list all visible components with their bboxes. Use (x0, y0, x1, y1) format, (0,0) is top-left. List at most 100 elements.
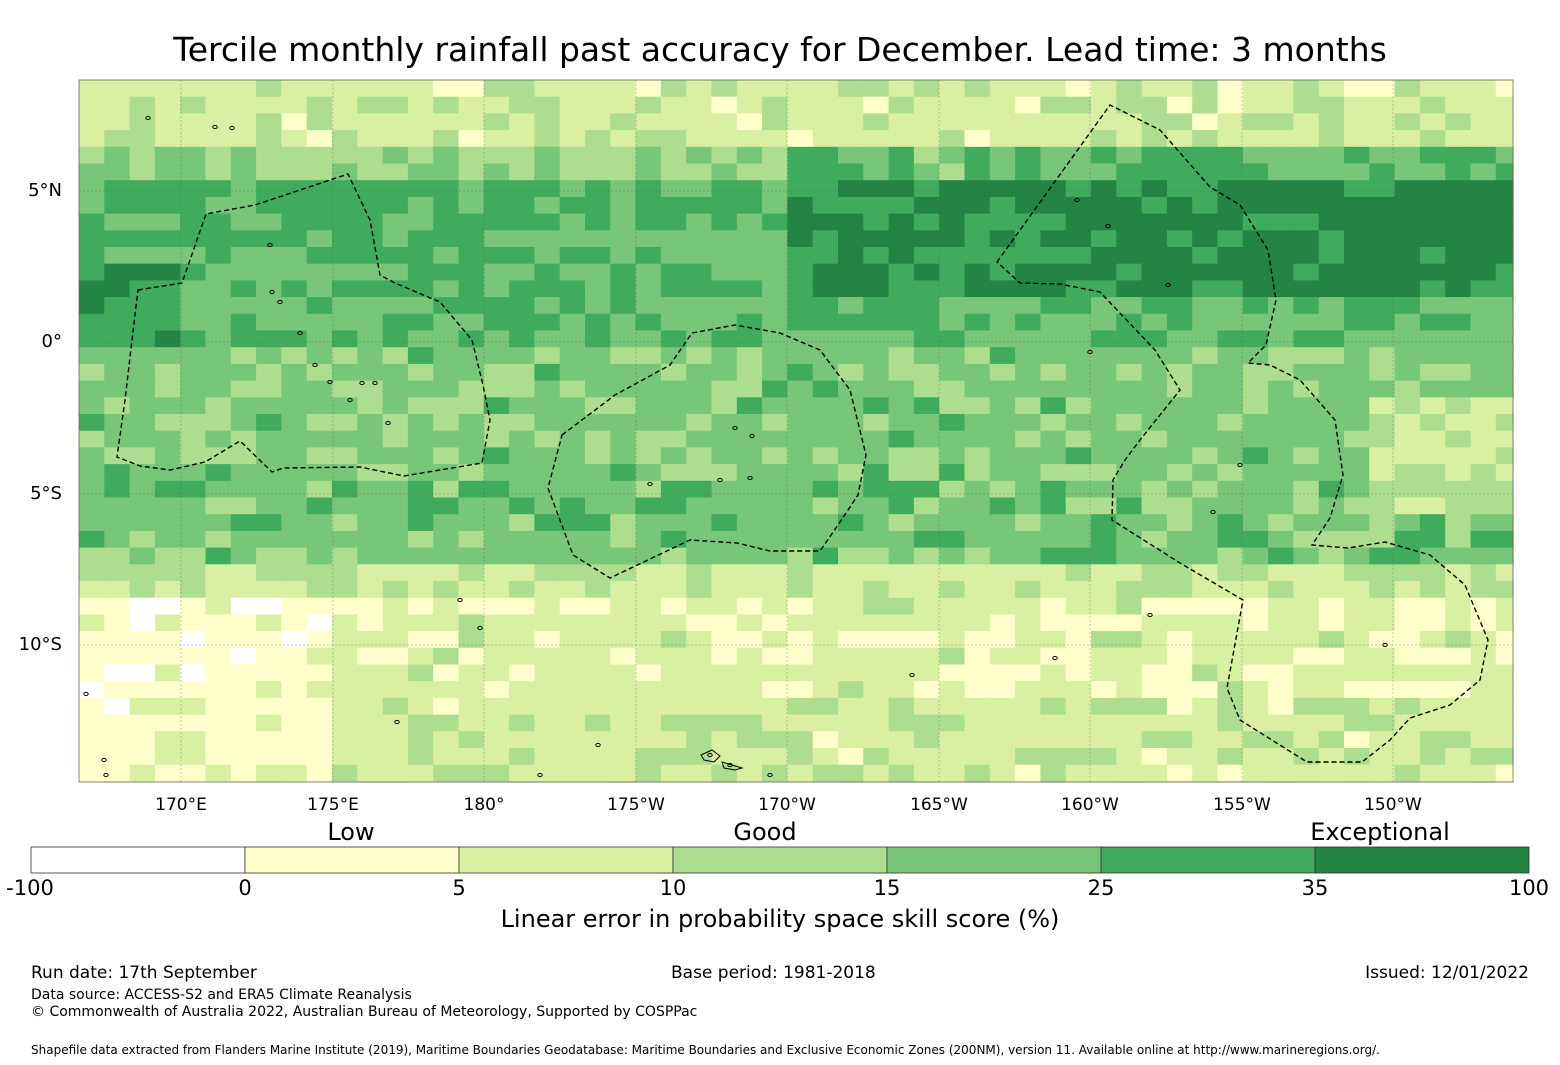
grid-cell (1217, 414, 1244, 432)
grid-cell (357, 731, 384, 749)
grid-cell (1268, 163, 1294, 181)
grid-cell (888, 96, 915, 114)
grid-cell (711, 196, 738, 215)
grid-cell (736, 163, 763, 181)
grid-cell (1091, 764, 1117, 782)
grid-cell (1217, 514, 1244, 532)
grid-cell (964, 748, 991, 766)
grid-cell (281, 748, 308, 766)
grid-cell (1192, 196, 1219, 215)
grid-cell (1268, 581, 1294, 599)
grid-cell (509, 530, 535, 549)
grid-cell (1369, 430, 1396, 448)
grid-cell (382, 130, 409, 148)
grid-cell (534, 430, 561, 448)
grid-cell (306, 363, 333, 382)
grid-cell (812, 581, 839, 599)
grid-cell (1015, 330, 1041, 348)
grid-cell (1344, 447, 1370, 465)
colorbar-tick: 5 (452, 876, 466, 900)
grid-cell (812, 480, 839, 499)
grid-cell (939, 347, 966, 365)
grid-cell (1293, 180, 1320, 198)
grid-cell (458, 380, 485, 398)
grid-cell (610, 313, 637, 332)
grid-cell (382, 397, 409, 415)
grid-cell (964, 263, 991, 281)
grid-cell (559, 597, 586, 615)
grid-cell (1141, 247, 1168, 265)
grid-cell (736, 247, 763, 265)
grid-cell (1091, 714, 1117, 732)
grid-cell (762, 497, 788, 515)
grid-cell (838, 297, 864, 315)
grid-cell (1116, 480, 1143, 499)
grid-cell (180, 647, 207, 666)
grid-cell (610, 196, 637, 215)
grid-cell (762, 230, 788, 248)
grid-cell (1192, 564, 1219, 582)
grid-cell (964, 313, 991, 332)
grid-cell (332, 647, 358, 666)
grid-cell (1394, 280, 1421, 298)
grid-cell (863, 313, 890, 332)
grid-cell (838, 130, 864, 148)
grid-cell (382, 297, 409, 315)
grid-cell (230, 180, 257, 198)
grid-cell (1166, 130, 1193, 148)
grid-cell (154, 714, 181, 732)
grid-cell (1445, 764, 1472, 782)
grid-cell (382, 280, 409, 298)
grid-cell (585, 196, 611, 215)
grid-cell (635, 447, 662, 465)
grid-cell (1116, 330, 1143, 348)
grid-cell (863, 514, 890, 532)
grid-cell (1192, 748, 1219, 766)
grid-cell (635, 80, 662, 98)
grid-cell (407, 113, 434, 131)
lon-label-175w: 175°W (607, 795, 665, 815)
grid-cell (256, 397, 282, 415)
grid-cell (913, 631, 940, 649)
grid-cell (736, 380, 763, 398)
grid-cell (1242, 113, 1269, 131)
grid-cell (79, 464, 105, 482)
grid-cell (913, 497, 940, 515)
grid-cell (357, 714, 384, 732)
grid-cell (1217, 497, 1244, 515)
grid-cell (1166, 697, 1193, 716)
grid-cell (1217, 230, 1244, 248)
grid-cell (863, 263, 890, 281)
grid-cell (559, 764, 586, 782)
grid-cell (458, 347, 485, 365)
grid-cell (838, 96, 864, 114)
grid-cell (1470, 313, 1497, 332)
grid-cell (458, 514, 485, 532)
grid-cell (1445, 581, 1472, 599)
grid-cell (1116, 113, 1143, 131)
grid-cell (1268, 130, 1294, 148)
grid-cell (1419, 330, 1446, 348)
grid-cell (1015, 280, 1041, 298)
grid-cell (534, 313, 561, 332)
grid-cell (154, 380, 181, 398)
grid-cell (1318, 113, 1345, 131)
grid-cell (1344, 130, 1370, 148)
grid-cell (1318, 247, 1345, 265)
grid-cell (1293, 664, 1320, 682)
grid-cell (483, 297, 510, 315)
grid-cell (1293, 697, 1320, 716)
grid-cell (1369, 113, 1396, 131)
grid-cell (230, 447, 257, 465)
grid-cell (787, 614, 814, 632)
grid-cell (762, 530, 788, 549)
grid-cell (129, 681, 156, 699)
grid-cell (838, 330, 864, 348)
grid-cell (1394, 330, 1421, 348)
grid-cell (79, 697, 105, 716)
island (277, 299, 283, 305)
grid-cell (1369, 163, 1396, 181)
grid-cell (1116, 447, 1143, 465)
grid-cell (787, 514, 814, 532)
grid-cell (1040, 430, 1067, 448)
